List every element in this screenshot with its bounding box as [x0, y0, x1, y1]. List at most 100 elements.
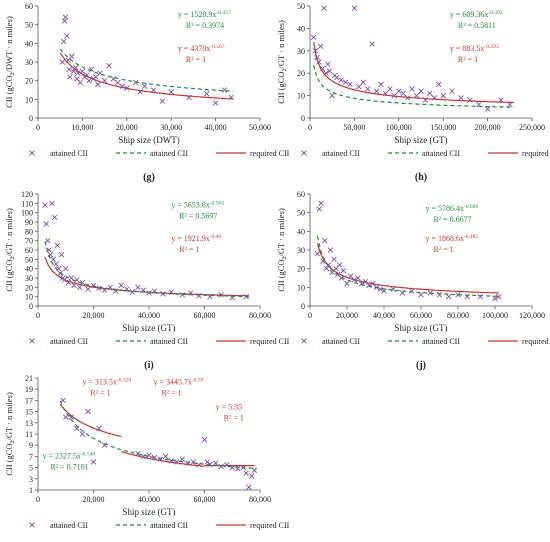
attained-cii-point — [333, 74, 340, 81]
point-stroke — [355, 275, 361, 281]
y-tick-label: 10 — [25, 293, 33, 302]
y-tick-label: 20 — [25, 283, 33, 292]
x-tick-label: 40,000 — [373, 311, 395, 320]
x-tick-label: 100,000 — [482, 311, 508, 320]
x-tick-label: 0 — [308, 311, 312, 320]
attained-cii-point — [65, 279, 72, 286]
point-stroke — [96, 285, 102, 291]
attained-cii-point — [235, 466, 241, 472]
attained-cii-point — [344, 280, 350, 287]
attained-cii-point — [340, 267, 347, 274]
point-stroke — [68, 414, 75, 420]
point-stroke — [319, 66, 326, 72]
attained-cii-point — [168, 289, 174, 295]
point-stroke — [79, 279, 86, 286]
point-stroke — [356, 83, 362, 90]
attained-cii-point — [310, 34, 317, 41]
attained-cii-point — [204, 91, 210, 97]
point-stroke — [49, 200, 55, 207]
legend: attained CII attained CII required CII — [301, 337, 550, 346]
attained-cii-point — [61, 277, 68, 283]
point-stroke — [46, 247, 52, 253]
attained-cii-point — [400, 90, 406, 97]
attained-cii-point — [187, 290, 194, 296]
attained-cii-point — [135, 450, 141, 457]
legend: attained CII attained CII required CII — [29, 149, 290, 158]
point-stroke — [240, 464, 247, 471]
point-stroke — [431, 95, 438, 101]
point-stroke — [69, 53, 75, 60]
point-stroke — [310, 34, 317, 41]
legend-label-required: required CII — [250, 521, 290, 530]
attained-cii-point — [212, 460, 219, 466]
point-stroke — [61, 277, 68, 283]
attained-cii-point — [221, 87, 228, 93]
point-stroke — [96, 425, 102, 432]
x-axis-label: Ship size (GT) — [123, 323, 176, 333]
point-stroke — [74, 76, 80, 82]
point-stroke — [70, 68, 77, 75]
attained-cii-fit-line — [59, 48, 234, 92]
attained-cii-point — [316, 59, 322, 65]
required-equation: y = 1868.6x-0.485 — [425, 234, 478, 243]
point-stroke — [97, 70, 103, 76]
y-tick-label: 13 — [25, 419, 33, 428]
point-stroke — [212, 460, 219, 466]
attained-cii-point — [54, 242, 61, 249]
attained-cii-point — [342, 79, 349, 85]
legend: attained CII attained CII required CII — [29, 521, 290, 530]
y-tick-label: 40 — [25, 265, 33, 274]
y-tick-label: 0 — [301, 114, 305, 123]
attained-cii-point — [322, 237, 328, 244]
panel-label: (h) — [415, 172, 427, 183]
attained-cii-point — [404, 95, 411, 101]
y-tick-label: 60 — [297, 190, 305, 199]
x-tick-label: 50,000 — [249, 123, 271, 132]
point-stroke — [399, 290, 406, 296]
attained-cii-point — [135, 284, 141, 291]
attained-cii-point — [223, 462, 230, 468]
attained-cii-point — [150, 87, 157, 93]
point-stroke — [498, 97, 504, 103]
attained-cii-point — [140, 287, 147, 293]
point-stroke — [63, 265, 69, 272]
attained-equation: y = 609.36x-0.392 — [450, 10, 503, 19]
required-equation-2-r2: R² = 1 — [161, 389, 181, 398]
attained-cii-point — [449, 88, 455, 94]
attained-cii-point — [391, 92, 398, 99]
point-stroke — [42, 202, 48, 208]
legend-label-required: required CII — [250, 337, 290, 346]
point-stroke — [325, 61, 331, 67]
point-stroke — [110, 76, 117, 82]
attained-cii-point — [51, 214, 58, 221]
attained-cii-point — [229, 294, 235, 301]
attained-cii-point — [321, 5, 327, 11]
point-stroke — [64, 33, 70, 39]
point-stroke — [44, 237, 51, 244]
attained-cii-point — [95, 81, 101, 88]
attained-cii-point — [326, 68, 333, 74]
attained-cii-point — [93, 74, 99, 80]
point-stroke — [404, 95, 411, 101]
point-stroke — [85, 408, 91, 415]
attained-cii-point — [464, 293, 470, 300]
attained-cii-point — [207, 293, 213, 300]
point-stroke — [146, 452, 152, 458]
attained-cii-point — [246, 484, 252, 490]
x-tick-label: 100,000 — [386, 123, 412, 132]
attained-cii-point — [396, 88, 402, 94]
point-stroke — [323, 70, 329, 76]
attained-cii-point — [440, 92, 446, 99]
y-tick-label: 20 — [297, 69, 305, 78]
point-stroke — [86, 77, 92, 84]
y-tick-label: 80 — [25, 227, 33, 236]
point-stroke — [331, 256, 337, 263]
attained-cii-point — [50, 256, 56, 263]
point-stroke — [223, 462, 230, 468]
point-stroke — [85, 286, 91, 292]
attained-cii-point — [436, 81, 442, 88]
attained-equation-r2: R² = 0.7101 — [50, 463, 88, 472]
attained-cii-point — [325, 262, 332, 268]
attained-cii-point — [476, 101, 482, 108]
point-stroke — [71, 282, 77, 289]
